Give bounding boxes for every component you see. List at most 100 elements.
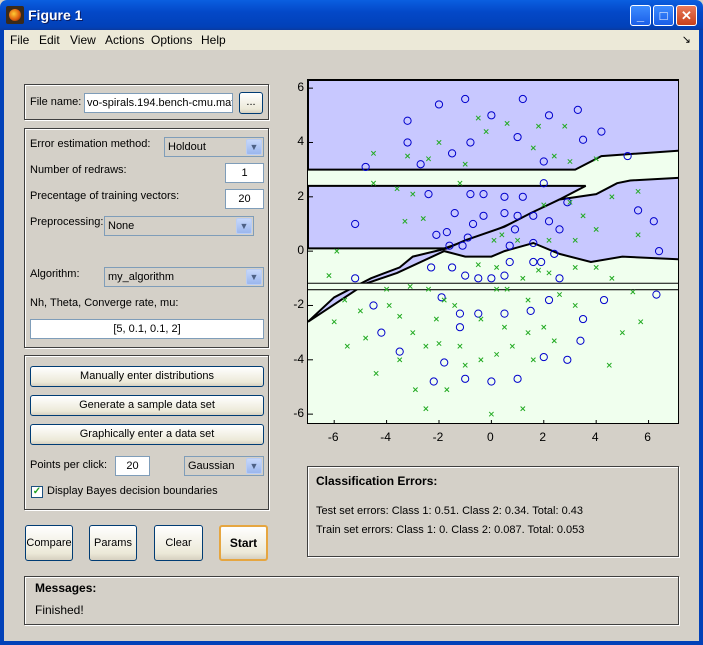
class2-point — [462, 161, 468, 167]
distribution-select[interactable]: Gaussian ▼ — [184, 456, 264, 476]
class1-point — [424, 189, 433, 199]
class2-point — [504, 286, 510, 292]
menu-file[interactable]: File — [10, 33, 30, 47]
class2-point — [609, 275, 615, 281]
menu-bar: File Edit View Actions Options Help ↘ — [0, 30, 703, 50]
class2-point — [412, 387, 418, 393]
class1-point — [434, 100, 444, 109]
graphical-data-button[interactable]: Graphically enter a data set — [30, 424, 264, 445]
class1-point — [361, 162, 370, 172]
class1-point — [539, 179, 548, 188]
class1-point — [510, 225, 520, 234]
class1-region — [308, 80, 678, 171]
file-name-input[interactable]: vo-spirals.194.bench-cmu.mat — [84, 93, 233, 113]
plot-canvas — [308, 80, 678, 423]
points-per-click-input[interactable]: 20 — [115, 456, 150, 476]
dock-arrow-icon[interactable]: ↘ — [681, 34, 691, 46]
class2-point — [404, 153, 411, 159]
class2-point — [425, 286, 432, 292]
class2-point — [530, 145, 536, 151]
chevron-down-icon: ▼ — [236, 218, 252, 234]
y-tick-label: 2 — [297, 188, 304, 203]
params-label: Nh, Theta, Converge rate, mu: — [30, 297, 179, 309]
compare-button[interactable]: Compare — [25, 525, 73, 561]
matlab-icon — [6, 6, 24, 24]
class1-point — [539, 352, 548, 362]
class1-point — [437, 293, 446, 302]
class2-point — [444, 387, 450, 393]
class2-point — [638, 319, 644, 325]
class1-point — [500, 209, 509, 218]
error-method-select[interactable]: Holdout ▼ — [164, 137, 264, 157]
class1-point — [550, 249, 559, 258]
data-points — [326, 94, 664, 417]
menu-help[interactable]: Help — [201, 33, 226, 47]
class1-point — [537, 257, 546, 267]
start-button[interactable]: Start — [219, 525, 268, 561]
class1-point — [500, 271, 509, 280]
algorithm-value: my_algorithm — [108, 271, 175, 283]
class2-point — [546, 270, 552, 276]
errors-panel: Classification Errors: Test set errors: … — [307, 466, 679, 557]
class2-point — [580, 213, 586, 219]
class2-point — [504, 120, 510, 127]
class1-point — [563, 198, 572, 207]
clear-button[interactable]: Clear — [154, 525, 203, 561]
class2-point — [394, 186, 400, 192]
manual-distributions-button[interactable]: Manually enter distributions — [30, 366, 264, 387]
window-frame-left — [0, 50, 4, 645]
class1-point — [500, 309, 509, 318]
y-tick-label: 6 — [297, 80, 304, 95]
class1-point — [455, 309, 465, 318]
class2-point — [407, 283, 413, 290]
class2-point — [530, 357, 536, 363]
menu-actions[interactable]: Actions — [105, 33, 145, 47]
menu-view[interactable]: View — [70, 33, 96, 47]
class2-point — [562, 123, 568, 129]
class2-point — [488, 411, 494, 417]
preprocessing-select[interactable]: None ▼ — [104, 216, 254, 236]
class2-point — [344, 343, 350, 349]
class1-point — [474, 309, 483, 318]
generate-data-button[interactable]: Generate a sample data set — [30, 395, 264, 416]
class1-point — [573, 105, 582, 114]
class1-point — [518, 94, 527, 104]
class2-point — [515, 237, 521, 243]
params-button[interactable]: Params — [89, 525, 137, 561]
class2-point — [494, 351, 500, 357]
class1-point — [461, 94, 470, 104]
class2-point — [397, 313, 403, 319]
class1-point — [529, 211, 538, 220]
menu-options[interactable]: Options — [151, 33, 193, 47]
class1-point — [429, 377, 438, 386]
class1-point — [513, 132, 522, 142]
messages-title: Messages: — [35, 581, 97, 595]
x-tick-label: 4 — [591, 430, 599, 444]
class2-point — [475, 262, 481, 268]
class2-point — [483, 129, 489, 135]
params-input[interactable]: [5, 0.1, 0.1, 2] — [30, 319, 264, 339]
class1-point — [458, 241, 467, 250]
browse-button[interactable]: ... — [239, 92, 263, 114]
class1-point — [544, 111, 554, 120]
class1-point — [539, 157, 548, 166]
class1-point — [487, 111, 496, 120]
test-errors-text: Test set errors: Class 1: 0.51. Class 2:… — [316, 505, 583, 517]
training-input[interactable]: 20 — [225, 189, 264, 209]
minimize-button[interactable]: _ — [630, 5, 651, 26]
bayes-checkbox[interactable]: ✓ — [31, 486, 43, 498]
class1-point — [468, 219, 478, 229]
error-method-label: Error estimation method: — [30, 138, 151, 150]
maximize-button[interactable]: □ — [653, 5, 674, 26]
class2-point — [457, 180, 463, 186]
redraws-input[interactable]: 1 — [225, 163, 264, 183]
y-tick-label: -6 — [293, 406, 304, 421]
class1-point — [403, 116, 412, 125]
menu-edit[interactable]: Edit — [39, 33, 60, 47]
close-button[interactable]: ✕ — [676, 5, 697, 26]
algorithm-select[interactable]: my_algorithm ▼ — [104, 267, 264, 287]
chevron-down-icon: ▼ — [246, 269, 262, 285]
class2-point — [541, 202, 547, 208]
class2-point — [384, 286, 390, 292]
x-tick-label: -6 — [327, 430, 339, 444]
